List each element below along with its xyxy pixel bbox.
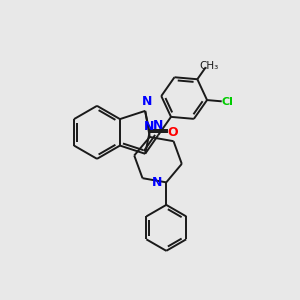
Text: N: N bbox=[141, 95, 152, 108]
Text: O: O bbox=[167, 126, 178, 139]
Text: N: N bbox=[152, 176, 162, 190]
Text: N: N bbox=[144, 120, 154, 133]
Text: Cl: Cl bbox=[221, 97, 233, 107]
Text: CH₃: CH₃ bbox=[200, 61, 219, 71]
Text: N: N bbox=[153, 119, 163, 132]
